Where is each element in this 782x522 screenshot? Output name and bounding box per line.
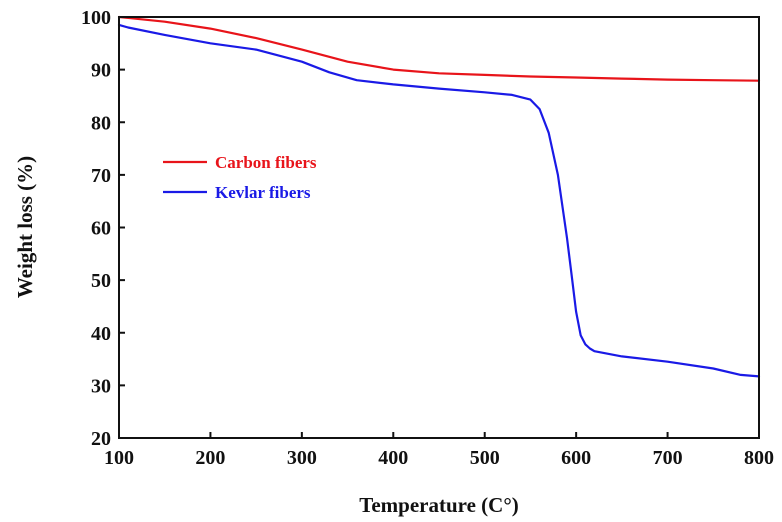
ticks-layer: 100 200 300 400 500 600 700 800 20 30 40 50 60 70 80 90… bbox=[81, 7, 774, 469]
series-line-0 bbox=[117, 15, 761, 82]
x-tick-label: 400 bbox=[378, 447, 408, 469]
y-tick-label: 30 bbox=[91, 375, 111, 397]
y-axis-title: Weight loss (%) bbox=[13, 156, 37, 298]
legend: Carbon fibers Kevlar fibers bbox=[163, 153, 317, 202]
legend-label-1: Kevlar fibers bbox=[215, 183, 311, 202]
y-tick-label: 70 bbox=[91, 165, 111, 187]
y-tick-label: 50 bbox=[91, 270, 111, 292]
series-layer bbox=[117, 15, 761, 378]
x-tick-label: 700 bbox=[653, 447, 683, 469]
y-tick-label: 40 bbox=[91, 323, 111, 345]
x-axis-title: Temperature (C°) bbox=[359, 493, 518, 517]
x-tick-label: 300 bbox=[287, 447, 317, 469]
y-tick-label: 20 bbox=[91, 428, 111, 450]
y-tick-label: 80 bbox=[91, 112, 111, 134]
series-line-1 bbox=[117, 23, 761, 378]
legend-label-0: Carbon fibers bbox=[215, 153, 317, 172]
y-tick-label: 90 bbox=[91, 60, 111, 82]
x-tick-label: 500 bbox=[470, 447, 500, 469]
x-tick-label: 600 bbox=[561, 447, 591, 469]
x-tick-label: 100 bbox=[104, 447, 134, 469]
x-tick-label: 200 bbox=[195, 447, 225, 469]
x-tick-label: 800 bbox=[744, 447, 774, 469]
y-tick-label: 100 bbox=[81, 7, 111, 29]
y-tick-label: 60 bbox=[91, 218, 111, 240]
